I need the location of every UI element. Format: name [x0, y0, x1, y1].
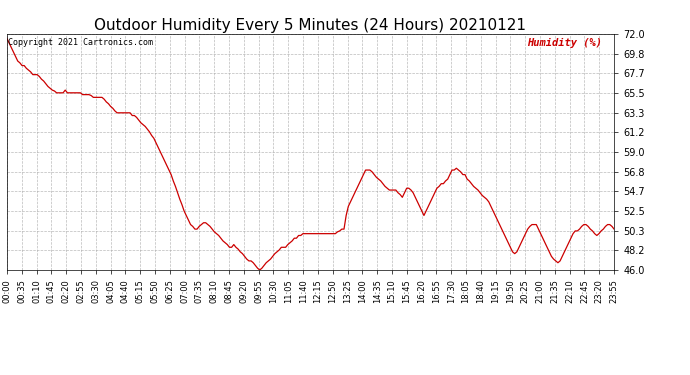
Text: Copyright 2021 Cartronics.com: Copyright 2021 Cartronics.com	[8, 39, 153, 48]
Title: Outdoor Humidity Every 5 Minutes (24 Hours) 20210121: Outdoor Humidity Every 5 Minutes (24 Hou…	[95, 18, 526, 33]
Text: Humidity (%): Humidity (%)	[527, 39, 602, 48]
